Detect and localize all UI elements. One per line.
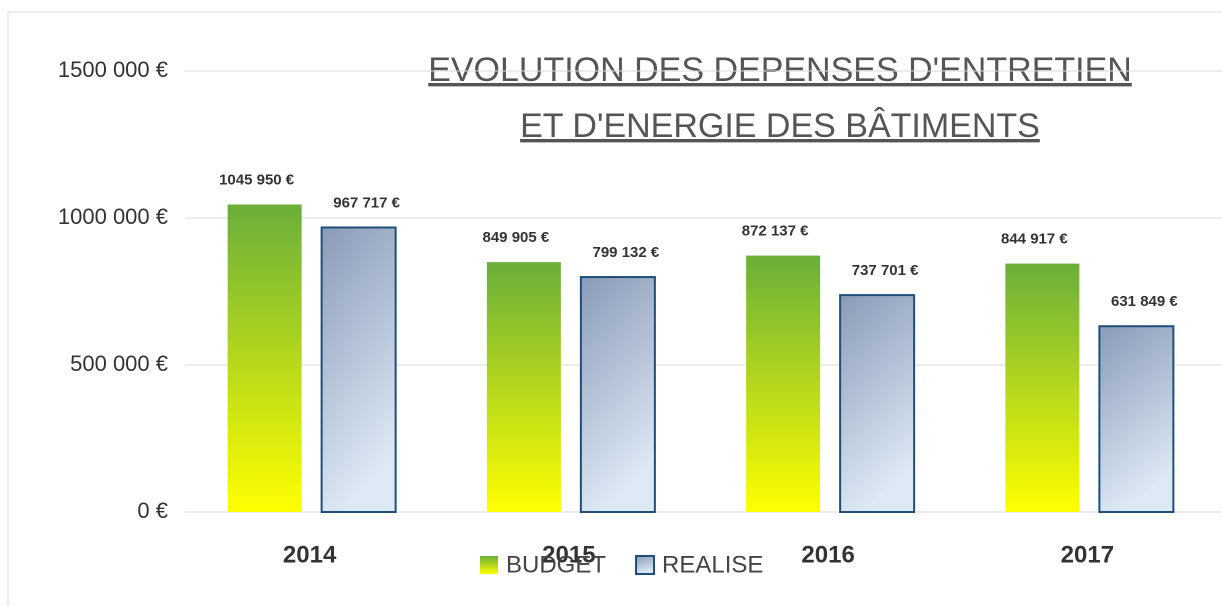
legend-label: BUDGET — [506, 551, 606, 578]
bar — [227, 204, 302, 512]
x-tick-label: 2016 — [801, 541, 854, 568]
y-tick-label: 1500 000 € — [58, 57, 168, 82]
bar — [579, 276, 656, 514]
legend-swatch — [635, 555, 656, 575]
value-label: 849 905 € — [483, 229, 550, 246]
value-label: 967 717 € — [333, 194, 400, 211]
x-tick-label: 2017 — [1061, 541, 1114, 568]
value-label: 872 137 € — [742, 223, 809, 240]
legend-label: REALISE — [662, 551, 763, 578]
chart-border — [7, 11, 1222, 606]
x-tick-label: 2015 — [542, 541, 595, 568]
legend-swatch — [480, 556, 498, 574]
y-tick-label: 500 000 € — [70, 351, 168, 376]
value-label: 799 132 € — [593, 244, 660, 261]
bar — [320, 226, 397, 513]
value-label: 737 701 € — [852, 262, 919, 279]
bar — [746, 255, 821, 512]
y-tick-label: 0 € — [137, 498, 168, 523]
bar — [1098, 325, 1175, 513]
y-tick-label: 1000 000 € — [58, 204, 168, 229]
bar — [839, 294, 916, 513]
value-label: 631 849 € — [1111, 293, 1178, 310]
x-tick-label: 2014 — [283, 541, 337, 568]
bar — [486, 262, 561, 512]
value-label: 1045 950 € — [219, 171, 295, 188]
value-label: 844 917 € — [1001, 231, 1068, 248]
bar — [1005, 263, 1080, 512]
chart-title: ET D'ENERGIE DES BÂTIMENTS — [520, 107, 1040, 145]
chart-title: EVOLUTION DES DEPENSES D'ENTRETIEN — [428, 51, 1132, 89]
